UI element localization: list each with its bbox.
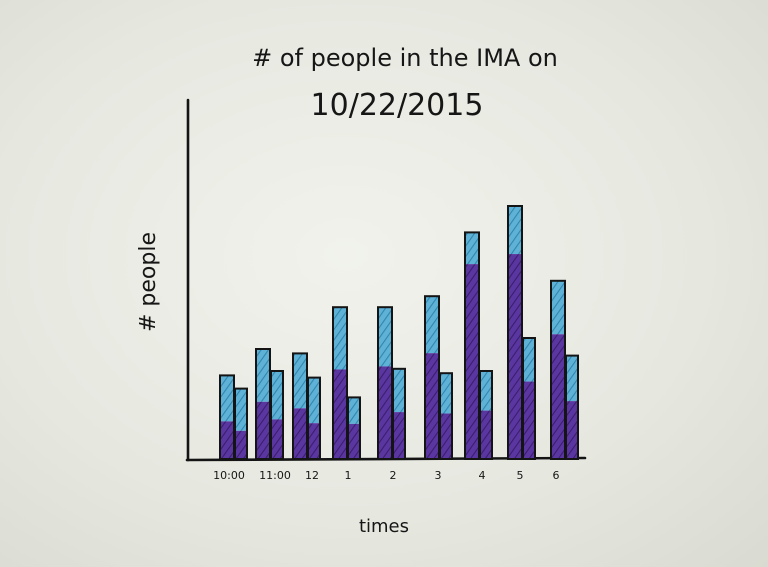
x-tick-label: 6	[553, 469, 560, 482]
bar-b-3	[439, 372, 453, 461]
bar-b-2	[392, 367, 406, 460]
bar-lower-segment	[235, 430, 247, 459]
y-axis-label: # people	[136, 232, 161, 332]
x-tick-label: 4	[479, 469, 486, 482]
bar-a-5	[507, 205, 523, 460]
chart-title-line1: # of people in the IMA on	[252, 44, 558, 72]
x-tick-label: 12	[305, 469, 319, 482]
bar-upper-segment	[348, 397, 360, 424]
bar-lower-segment	[465, 264, 479, 459]
bar-lower-segment	[256, 401, 270, 459]
x-tick-label: 11:00	[259, 469, 291, 482]
bar-lower-segment	[293, 408, 307, 459]
bar-lower-segment	[220, 421, 234, 459]
bar-upper-segment	[220, 375, 234, 422]
bar-lower-segment	[523, 381, 535, 459]
bar-upper-segment	[378, 307, 392, 367]
x-axis-label: times	[359, 516, 409, 537]
bar-upper-segment	[271, 371, 283, 420]
bar-upper-segment	[235, 388, 247, 431]
bar-lower-segment	[425, 353, 439, 459]
bar-lower-segment	[271, 419, 283, 459]
bar-upper-segment	[293, 353, 307, 409]
bar-lower-segment	[551, 334, 565, 459]
bar-upper-segment	[393, 368, 405, 413]
bar-b-4	[479, 370, 493, 460]
bar-b-5	[522, 337, 536, 460]
bar-lower-segment	[333, 369, 347, 459]
bar-upper-segment	[440, 373, 452, 414]
chart-title-line2: 10/22/2015	[311, 88, 484, 123]
x-tick-label: 1	[345, 469, 352, 482]
bars-group	[219, 205, 579, 461]
bar-lower-segment	[393, 412, 405, 459]
bar-upper-segment	[551, 280, 565, 335]
x-tick-label: 2	[390, 469, 397, 482]
bar-lower-segment	[508, 254, 522, 459]
bar-upper-segment	[256, 349, 270, 402]
bar-upper-segment	[508, 206, 522, 255]
bar-upper-segment	[425, 296, 439, 354]
bar-a-1	[332, 306, 348, 461]
bar-upper-segment	[566, 355, 578, 402]
bar-upper-segment	[465, 232, 479, 265]
bar-lower-segment	[378, 366, 392, 459]
x-tick-label: 10:00	[213, 469, 245, 482]
bar-upper-segment	[523, 338, 535, 382]
bar-b-12	[307, 376, 321, 461]
bar-b-6	[565, 354, 579, 461]
bar-lower-segment	[348, 423, 360, 459]
bar-lower-segment	[308, 423, 320, 459]
bar-b-10:00	[234, 387, 248, 461]
x-tick-label: 3	[435, 469, 442, 482]
bar-upper-segment	[333, 307, 347, 370]
x-tick-labels: 10:00 11:00 12 1 2 3 4 5 6	[213, 469, 559, 482]
x-tick-label: 5	[517, 469, 524, 482]
bar-a-4	[464, 231, 480, 460]
bar-b-11:00	[270, 370, 284, 460]
bar-lower-segment	[480, 410, 492, 459]
bar-lower-segment	[440, 413, 452, 459]
bar-upper-segment	[308, 377, 320, 424]
bar-lower-segment	[566, 401, 578, 459]
bar-b-1	[347, 396, 361, 460]
bar-upper-segment	[480, 371, 492, 411]
